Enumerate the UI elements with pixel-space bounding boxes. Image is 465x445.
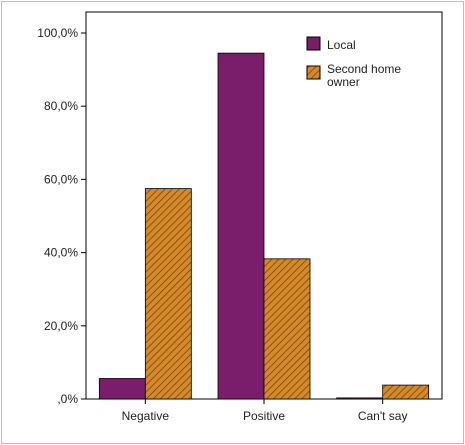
legend-label-second-home-owner-line-2: owner [327,75,360,89]
y-tick-label: 80,0% [44,99,78,113]
y-tick-label: 100,0% [37,26,78,40]
bar-positive-series-1 [263,258,311,400]
bar-positive-series-0 [217,52,265,400]
bar-negative-series-1 [144,188,192,400]
y-tick-label: ,0% [57,392,78,406]
x-category-label: Negative [122,409,170,423]
legend-label-second-home-owner: Second home [327,62,401,76]
y-axis: ,0% 20,0% 40,0% 60,0% 80,0% 100,0% [37,26,86,406]
bar-can-t-say-series-0 [336,397,384,400]
legend-swatch-second-home-owner [306,65,321,80]
bar-can-t-say-series-1 [382,384,430,400]
x-axis: Negative Positive Can't say [122,399,408,423]
y-tick-label: 60,0% [44,172,78,186]
bars [98,52,430,400]
x-category-label: Can't say [358,409,408,423]
legend: Local Second home owner [306,36,401,89]
legend-swatch-local [306,36,321,51]
y-tick-label: 20,0% [44,319,78,333]
legend-label-local: Local [327,38,356,52]
x-category-label: Positive [243,409,285,423]
bar-negative-series-0 [98,378,146,400]
y-tick-label: 40,0% [44,246,78,260]
